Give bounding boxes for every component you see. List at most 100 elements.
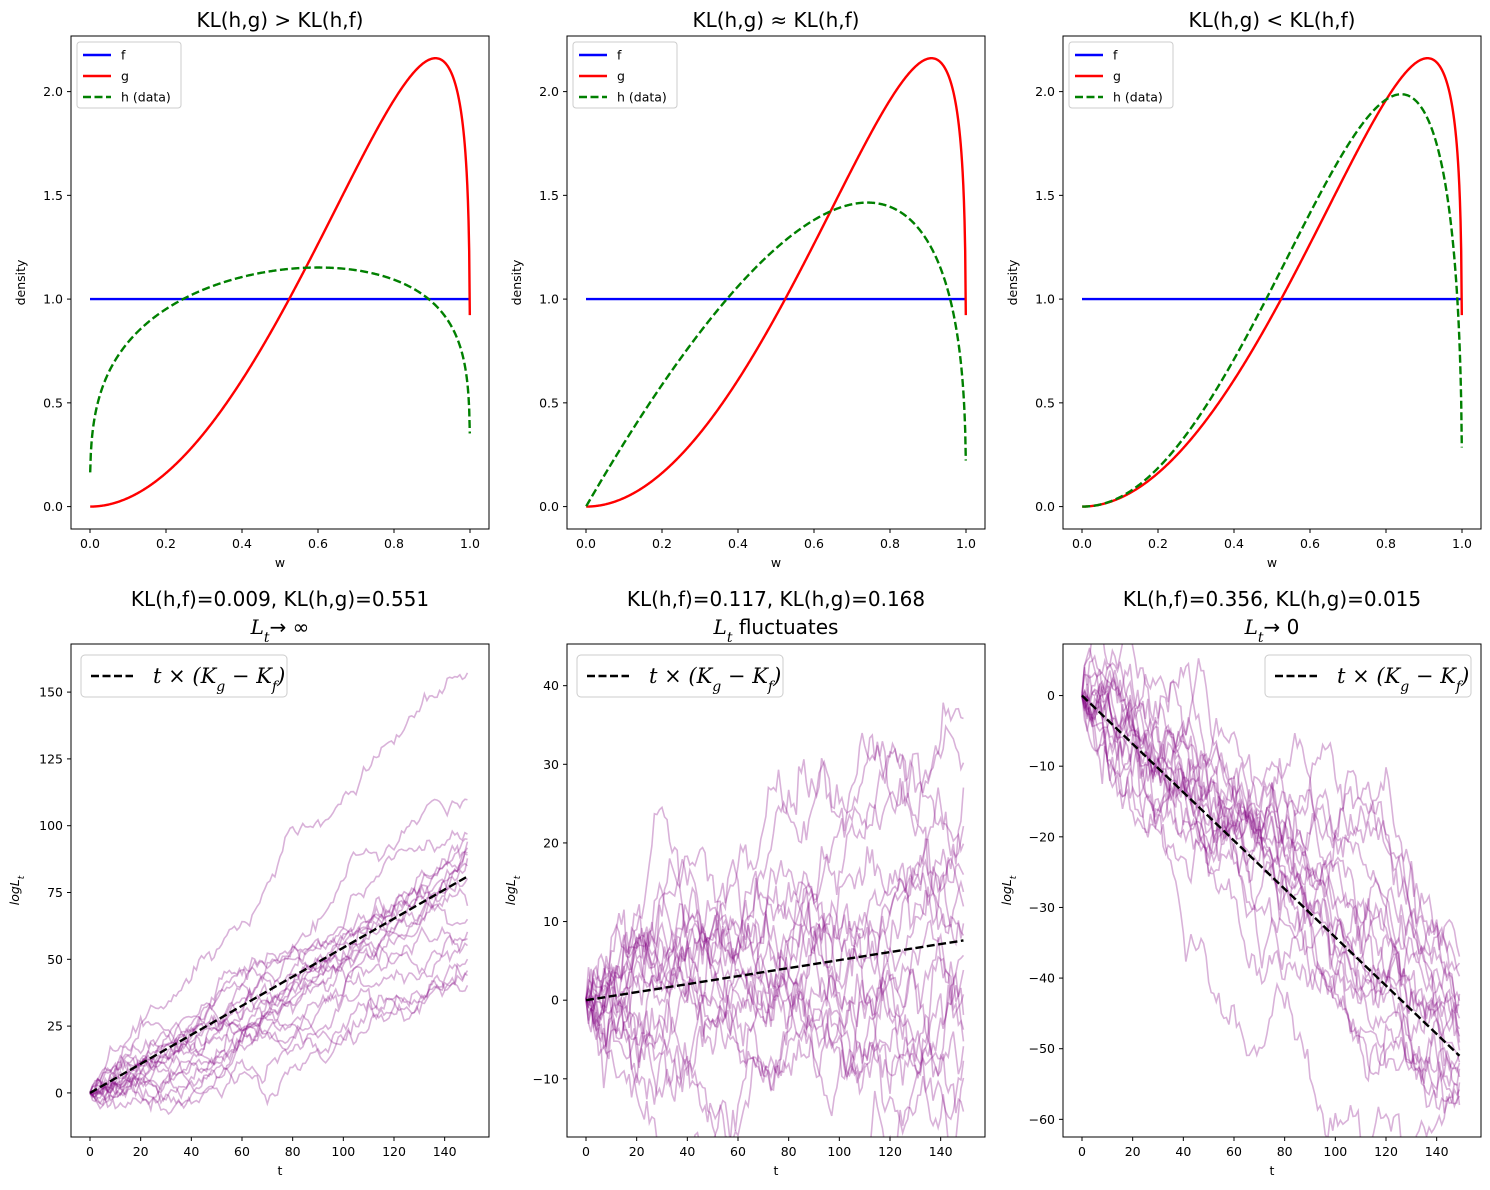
log-likelihood-path [1081,689,1461,1087]
log-likelihood-path [89,925,468,1093]
x-axis-label: t [1270,1163,1275,1178]
log-likelihood-path [1081,668,1461,1084]
log-likelihood-path [1081,679,1461,987]
log-likelihood-path [1081,644,1461,1111]
log-likelihood-path [585,857,965,1035]
log-likelihood-path [1081,696,1460,1026]
chart-panel-5: 0 20 40 60 80 100 120 140 −10 0 10 20 30 40 t logLt KL(h… [503,587,986,1178]
legend: t × (Kg − Kf) [80,654,288,698]
legend: fg h (data) [76,41,182,109]
y-tick-label: 1.0 [43,292,63,307]
x-tick-label: 20 [133,1144,149,1159]
x-axis-label: w [275,555,285,570]
y-axis-label: logLt [999,875,1019,905]
x-tick-label: 140 [1425,1144,1449,1159]
legend-label: h (data) [121,90,171,105]
log-likelihood-path [585,848,965,1047]
legend-box [80,654,288,698]
y-tick-label: 0.0 [539,499,559,514]
y-tick-label: 0 [55,1085,63,1100]
log-likelihood-path [1081,644,1461,1030]
y-tick-label: −60 [1029,1112,1055,1127]
chart-title: KL(h,f)=0.009, KL(h,g)=0.551 [131,587,429,611]
log-likelihood-path [1081,679,1461,1137]
y-tick-label: 0 [1047,688,1055,703]
log-likelihood-path [585,871,965,1137]
log-likelihood-path [89,862,468,1106]
x-tick-label: 120 [878,1144,902,1159]
x-tick-label: 80 [285,1144,301,1159]
y-axis-label: density [1005,259,1020,305]
x-tick-label: 0.8 [384,536,404,551]
x-axis-label: w [771,555,781,570]
legend-box [1264,654,1472,698]
chart-panel-4: 0 20 40 60 80 100 120 140 0 25 50 75 100 125 150 t logLt… [7,587,490,1178]
legend: fg h (data) [1068,41,1174,109]
x-tick-label: 0.4 [232,536,252,551]
log-likelihood-path [585,862,965,1105]
axes-frame [1062,35,1482,530]
y-tick-label: 150 [39,685,63,700]
y-tick-label: −10 [533,1071,559,1086]
log-likelihood-path [585,893,965,1086]
legend-label: g [121,69,129,84]
chart-title: KL(h,g) < KL(h,f) [1188,8,1355,32]
log-likelihood-path [1081,658,1461,1099]
log-likelihood-path [1081,694,1461,1087]
log-likelihood-path [1081,694,1461,1063]
axes-frame [70,643,490,1138]
log-likelihood-path [89,843,468,1096]
log-likelihood-path [585,787,965,1010]
y-axis-label: density [13,259,28,305]
log-likelihood-path [1081,647,1461,1027]
x-tick-label: 1.0 [460,536,480,551]
legend-box [1068,41,1174,109]
log-likelihood-path [585,882,965,1136]
trend-line [585,939,964,1002]
y-tick-label: 0.5 [539,395,559,410]
y-tick-label: 30 [543,757,559,772]
log-likelihood-path [585,702,964,1049]
x-tick-label: 140 [433,1144,457,1159]
y-tick-label: 0 [551,993,559,1008]
legend-label: h (data) [1113,90,1163,105]
y-axis-label: logLt [7,875,27,905]
log-likelihood-path [585,921,965,1079]
legend: t × (Kg − Kf) [1264,654,1472,698]
x-tick-label: 0.8 [1376,536,1396,551]
log-likelihood-path [89,878,469,1103]
plot-area [585,57,968,508]
x-tick-label: 0.0 [576,536,596,551]
log-likelihood-path [89,852,468,1094]
legend-label: f [617,48,622,63]
x-tick-label: 140 [929,1144,953,1159]
x-tick-label: 120 [1374,1144,1398,1159]
x-tick-label: 20 [629,1144,645,1159]
y-axis-label: density [509,259,524,305]
log-likelihood-path [89,970,469,1095]
legend-box [572,41,678,109]
x-tick-label: 40 [1175,1144,1191,1159]
y-tick-label: −40 [1029,971,1055,986]
series-line-g [90,57,472,508]
legend-label: f [121,48,126,63]
x-tick-label: 20 [1125,1144,1141,1159]
series-line-hdata [585,201,968,507]
log-likelihood-path [89,858,469,1110]
x-tick-label: 0.2 [156,536,176,551]
chart-title: KL(h,f)=0.117, KL(h,g)=0.168 [627,587,925,611]
series-line-hdata [1082,93,1464,508]
plot-area [1082,57,1464,508]
log-likelihood-path [585,732,965,1000]
log-likelihood-path [585,881,965,1092]
log-likelihood-path [1081,676,1461,1001]
log-likelihood-path [585,990,965,1137]
x-tick-label: 60 [1226,1144,1242,1159]
y-tick-label: −10 [1029,759,1055,774]
log-likelihood-path [1081,654,1461,1013]
y-axis-label-text: density [509,259,524,305]
x-tick-label: 80 [781,1144,797,1159]
series-line-hdata [88,266,472,473]
x-tick-label: 0.6 [308,536,328,551]
